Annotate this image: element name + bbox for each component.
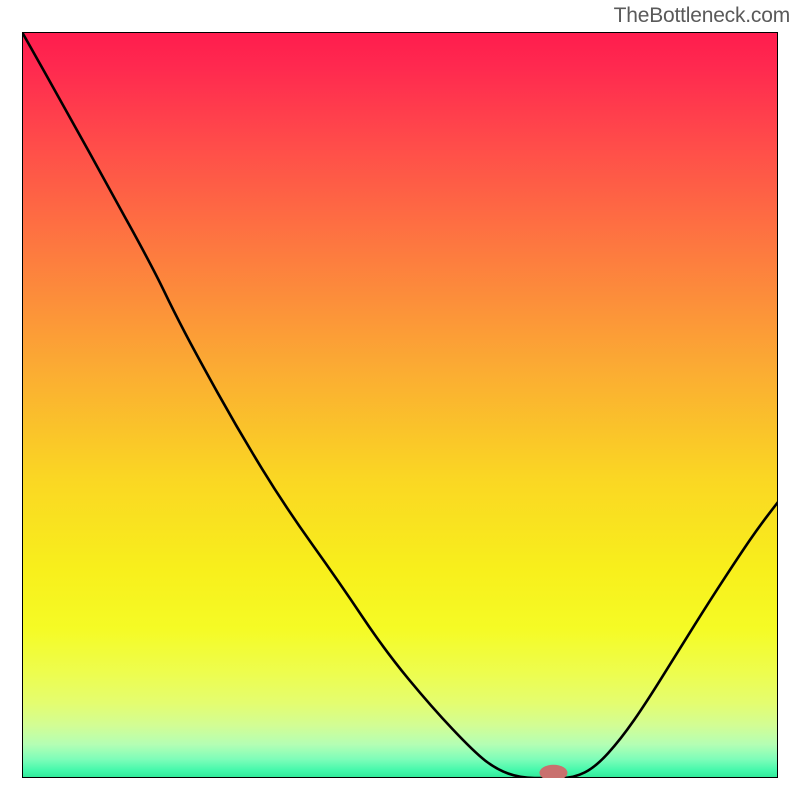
bottleneck-chart (0, 0, 800, 800)
optimum-marker (539, 765, 567, 781)
chart-container: TheBottleneck.com (0, 0, 800, 800)
watermark-text: TheBottleneck.com (614, 4, 790, 28)
plot-background (22, 32, 778, 778)
